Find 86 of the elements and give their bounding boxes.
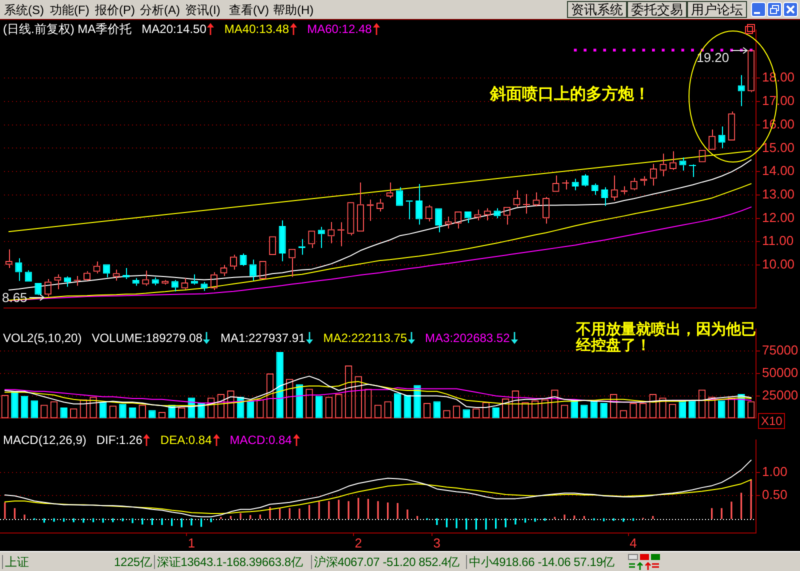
candlestick xyxy=(689,164,696,178)
bar xyxy=(570,399,578,418)
text: MA40:13.48 xyxy=(224,22,290,36)
x-tick-label: 2 xyxy=(354,535,362,550)
candlestick xyxy=(562,179,570,190)
candlestick xyxy=(572,178,579,191)
chart-title: VOL2(5,10,20) xyxy=(3,331,82,345)
bar xyxy=(433,401,441,418)
chart-title: (日线.前复权) MA季价托 xyxy=(3,22,132,36)
text: MA60:12.48 xyxy=(307,22,372,36)
text: DIF:1.26 xyxy=(96,433,142,447)
bar xyxy=(404,394,412,418)
y-tick-label: 15.00 xyxy=(762,140,795,155)
x-tick-label: 3 xyxy=(433,535,441,550)
text: 中小4918.66 -14.06 57.19亿 xyxy=(466,555,614,569)
text: DEA:0.84 xyxy=(160,433,212,447)
candlestick xyxy=(171,279,178,292)
y-tick-label: 13.00 xyxy=(762,186,795,202)
candlestick xyxy=(464,212,472,224)
annotation: 19.20 xyxy=(696,50,730,66)
bar xyxy=(276,352,284,418)
y-tick-label: 10.00 xyxy=(762,256,795,272)
text: 查看(V) xyxy=(229,3,269,17)
candlestick xyxy=(200,282,208,292)
y-tick-label: 75000 xyxy=(762,342,798,358)
bar xyxy=(394,393,402,418)
candlestick xyxy=(718,126,726,149)
bar xyxy=(590,401,598,418)
candlestick xyxy=(522,193,530,214)
candlestick xyxy=(435,208,442,233)
candlestick xyxy=(679,157,686,172)
y-tick-label: 14.00 xyxy=(762,163,795,178)
text: 1225亿 xyxy=(114,555,152,569)
candlestick xyxy=(122,268,130,280)
bar xyxy=(414,385,421,418)
text: 资讯(I) xyxy=(185,3,220,17)
bar xyxy=(11,391,18,418)
bar xyxy=(246,400,254,418)
candlestick xyxy=(396,186,404,206)
bar xyxy=(315,396,323,418)
annotation: MACD:0.84 xyxy=(230,433,292,447)
text: 沪深4067.07 -51.20 852.4亿 xyxy=(311,555,460,569)
annotation: 斜面喷口上的多方炮！ xyxy=(490,84,650,105)
annotation: 不用放量就喷出，因为他已经控盘了！ xyxy=(576,321,757,354)
y-tick-label: 1.00 xyxy=(762,464,788,479)
candlestick xyxy=(278,220,286,262)
y-tick-label: 11.00 xyxy=(762,233,794,248)
bar xyxy=(99,402,107,418)
y-tick-label: 25000 xyxy=(762,387,798,402)
y-tick-label: 12.00 xyxy=(762,210,795,225)
bar xyxy=(678,401,686,418)
text: MA2:222113.75 xyxy=(323,331,408,345)
y-tick-label: 50000 xyxy=(762,365,798,380)
candlestick xyxy=(738,74,745,107)
candlestick xyxy=(416,183,423,226)
candlestick xyxy=(494,208,501,219)
bar xyxy=(600,403,608,418)
chart-title: MACD(12,26,9) xyxy=(3,433,86,447)
bar xyxy=(688,400,696,418)
bar xyxy=(718,400,726,418)
text: 用户论坛 xyxy=(687,1,747,18)
x-tick-label: 4 xyxy=(630,535,637,550)
text: MA1:227937.91 xyxy=(220,331,306,345)
text: MA20:14.50 xyxy=(142,22,206,36)
candlestick xyxy=(250,259,257,282)
text: 帮助(H) xyxy=(273,3,314,17)
text: 委托交易 xyxy=(627,1,687,18)
bar xyxy=(20,396,28,418)
text: 分析(A) xyxy=(140,3,180,17)
text: 资讯系统 xyxy=(567,1,627,18)
text: 上证 xyxy=(2,555,29,569)
text: X10 xyxy=(758,413,786,429)
text: 功能(F) xyxy=(50,3,90,17)
bar xyxy=(119,404,126,418)
candlestick xyxy=(591,182,598,196)
x-tick-label: 1 xyxy=(188,535,196,550)
text: 系统(S) xyxy=(4,3,44,17)
y-tick-label: 0.50 xyxy=(762,487,788,502)
candlestick xyxy=(318,226,325,248)
text: MA3:202683.52 xyxy=(425,331,510,345)
bar xyxy=(30,400,38,418)
candlestick xyxy=(152,276,159,286)
text: 报价(P) xyxy=(95,3,135,17)
annotation: VOLUME:189279.08 xyxy=(92,331,202,345)
bar xyxy=(580,404,588,418)
text: 深证13643.1-168.39663.8亿 xyxy=(154,555,303,569)
